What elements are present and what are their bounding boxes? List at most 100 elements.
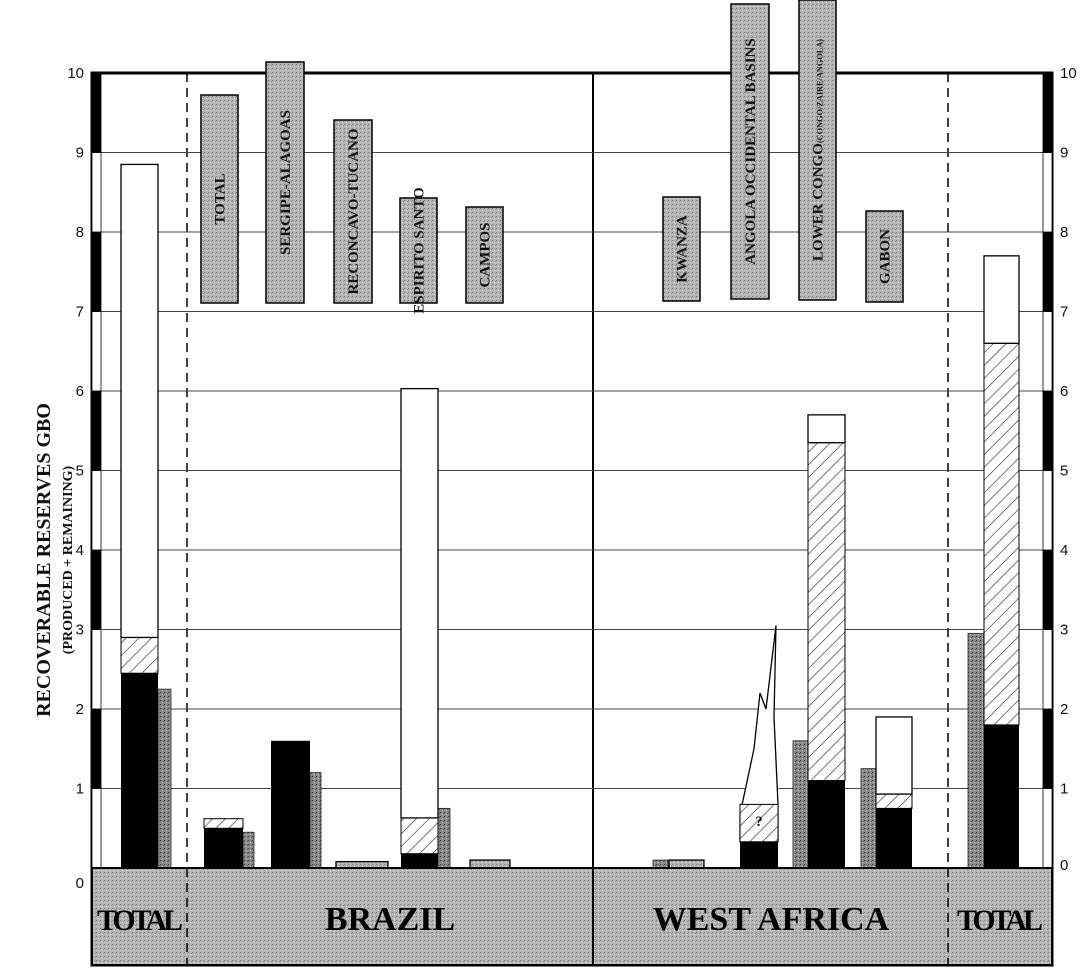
bar-open [120,163,159,639]
scale-strip-right [1042,629,1053,710]
y-tick-label-left: 1 [76,781,84,798]
basin-label: CAMPOS [478,223,494,288]
y-axis-right: 0 1 2 3 4 5 6 7 8 9 10 [1042,65,1077,874]
basin-label: LOWER CONGO(CONGO/ZAIRE/ANGOLA) [811,39,827,261]
y-tick-label-right: 6 [1060,383,1068,400]
basin-labels: TOTAL SERGIPE-ALAGOAS RECONCAVO-TUCANO ESPI… [200,0,904,314]
bar-open [668,859,705,869]
basin-label: SERGIPE-ALAGOAS [278,110,294,255]
basin-label-box [465,206,504,304]
question-mark: ? [755,814,763,830]
y-tick-label-right: 3 [1060,622,1068,639]
bar-series: ? [120,163,1020,869]
y-tick-label-left: 3 [76,622,84,639]
y-tick-label-right: 2 [1060,701,1068,718]
basin-label: GABON [878,229,894,284]
bar-stipple [792,740,809,869]
scale-strip-right [1042,72,1053,153]
gridlines [92,152,1052,789]
bar-produced [984,724,1019,868]
basin-label: ESPIRITO SANTO [412,187,428,314]
basin-label-box [200,94,239,304]
scale-strip-left [91,629,102,710]
y-tick-label-left: 2 [76,701,84,718]
bar-stipple [652,859,669,869]
y-tick-label-left: 0 [76,875,84,892]
scale-strip-right [1042,549,1053,630]
scale-strip-left [91,231,102,312]
bar-open [469,859,511,869]
bar-remaining [983,342,1020,726]
y-tick-label-right: 1 [1060,781,1068,798]
y-axis-subtitle: (PRODUCED + REMAINING) [61,465,76,654]
scale-strip-right [1042,470,1053,551]
bar-stipple [860,768,877,869]
bar-remaining [807,442,846,782]
bar-stipple [242,831,255,869]
bar-stipple [309,772,322,869]
bar-remaining [400,817,439,855]
bar-remaining [875,793,913,809]
scale-strip-left [91,311,102,392]
region-label-total-right: TOTAL [957,904,1043,937]
bar-stipple [157,688,172,869]
basin-label-box [333,119,373,304]
y-tick-label-right: 7 [1060,304,1068,321]
bar-produced [204,828,243,868]
region-band: TOTAL BRAZIL WEST AFRICA TOTAL [92,867,1052,965]
scale-strip-right [1042,708,1053,789]
y-tick-label-left: 4 [76,542,84,559]
y-axis-title: RECOVERABLE RESERVES GBO [33,403,55,717]
scale-strip-right [1042,311,1053,392]
scale-strip-right [1042,390,1053,471]
y-axis-left: 0 1 2 3 4 5 6 7 8 9 10 [67,65,102,892]
basin-label: TOTAL [213,173,229,224]
bar-produced [876,808,912,868]
bar-produced [121,673,158,868]
y-tick-label-left: 6 [76,383,84,400]
bar-remaining [739,803,779,843]
y-tick-label-left: 7 [76,304,84,321]
bar-open [875,716,913,795]
region-band-bg [93,868,1051,964]
basin-label: RECONCAVO-TUCANO [346,128,362,294]
basin-label-box [662,196,701,302]
scale-strip-right [1042,788,1053,869]
scale-strip-left [91,470,102,551]
bar-open [400,387,439,819]
scale-strip-left [91,72,102,153]
region-label-brazil: BRAZIL [325,901,455,938]
scale-strip-left [91,549,102,630]
basin-label-box [399,197,438,304]
bar-remaining [203,818,244,829]
bar-open [983,255,1020,344]
bar-produced [740,841,778,868]
region-label-total-left: TOTAL [97,904,183,937]
scale-strip-right [1042,152,1053,233]
y-tick-label-left: 10 [67,65,84,82]
scale-strip-left [91,788,102,869]
bar-open [807,414,846,444]
scale-strip-right [1042,231,1053,312]
bar-produced [401,853,438,868]
y-tick-label-left: 9 [76,145,84,162]
bar-stipple [967,633,985,869]
y-tick-label-right: 5 [1060,463,1068,480]
scale-strip-left [91,152,102,233]
region-label-west-africa: WEST AFRICA [653,901,890,938]
basin-label: ANGOLA OCCIDENTAL BASINS [743,38,759,264]
y-tick-label-right: 10 [1060,65,1077,82]
y-tick-label-left: 5 [76,463,84,480]
bar-stipple [437,807,451,869]
basin-label-box [265,61,305,304]
bar-remaining [120,636,159,674]
y-tick-label-left: 8 [76,224,84,241]
basin-label-box [798,0,837,301]
y-tick-label-right: 4 [1060,542,1068,559]
y-tick-label-right: 8 [1060,224,1068,241]
basin-label-box [865,210,904,303]
bar-produced [808,780,845,868]
basin-label-box [730,3,770,300]
bar-produced [271,740,310,868]
